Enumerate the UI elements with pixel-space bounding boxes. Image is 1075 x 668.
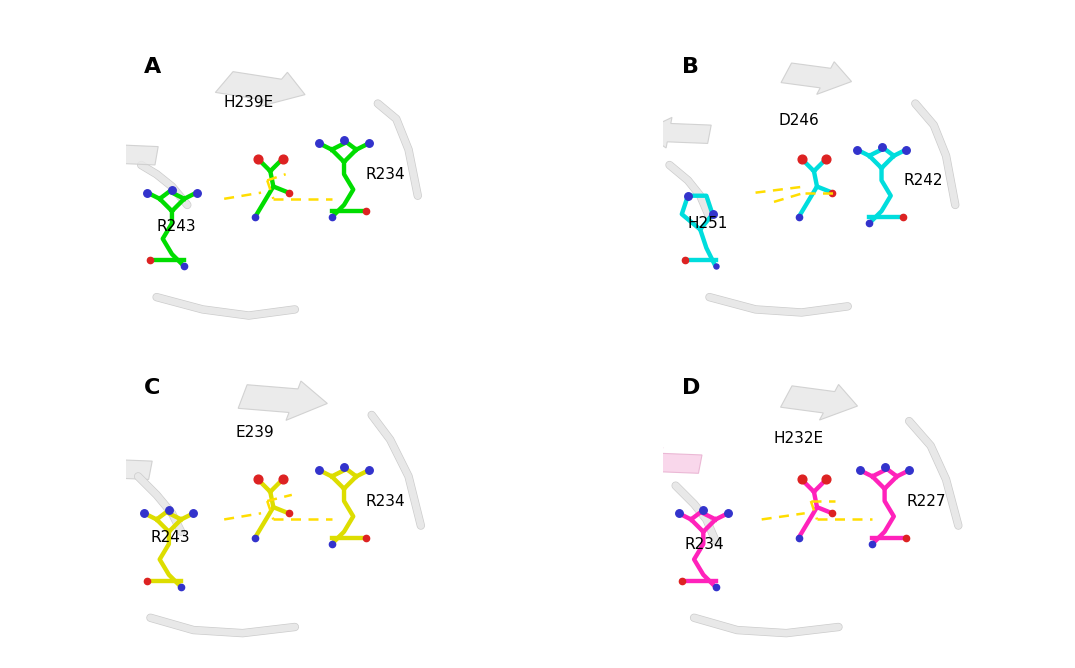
Text: R234: R234 (366, 167, 405, 182)
Text: R242: R242 (903, 173, 943, 188)
Text: B: B (682, 57, 699, 77)
Text: R234: R234 (685, 536, 725, 552)
Polygon shape (633, 447, 702, 478)
Polygon shape (780, 385, 858, 420)
Text: R243: R243 (157, 219, 197, 234)
Polygon shape (83, 454, 153, 484)
Text: R227: R227 (906, 494, 946, 508)
Polygon shape (239, 381, 328, 420)
Polygon shape (215, 71, 305, 107)
Polygon shape (642, 118, 712, 148)
Text: R243: R243 (151, 530, 190, 545)
Text: C: C (144, 378, 160, 398)
Text: R234: R234 (366, 494, 405, 508)
Text: H232E: H232E (774, 431, 823, 446)
Text: A: A (144, 57, 161, 77)
Text: E239: E239 (235, 425, 274, 440)
Text: D: D (682, 378, 700, 398)
Text: D246: D246 (778, 113, 819, 128)
Polygon shape (96, 139, 158, 170)
Text: H239E: H239E (224, 95, 274, 110)
Text: H251: H251 (688, 216, 729, 231)
Polygon shape (782, 61, 851, 94)
